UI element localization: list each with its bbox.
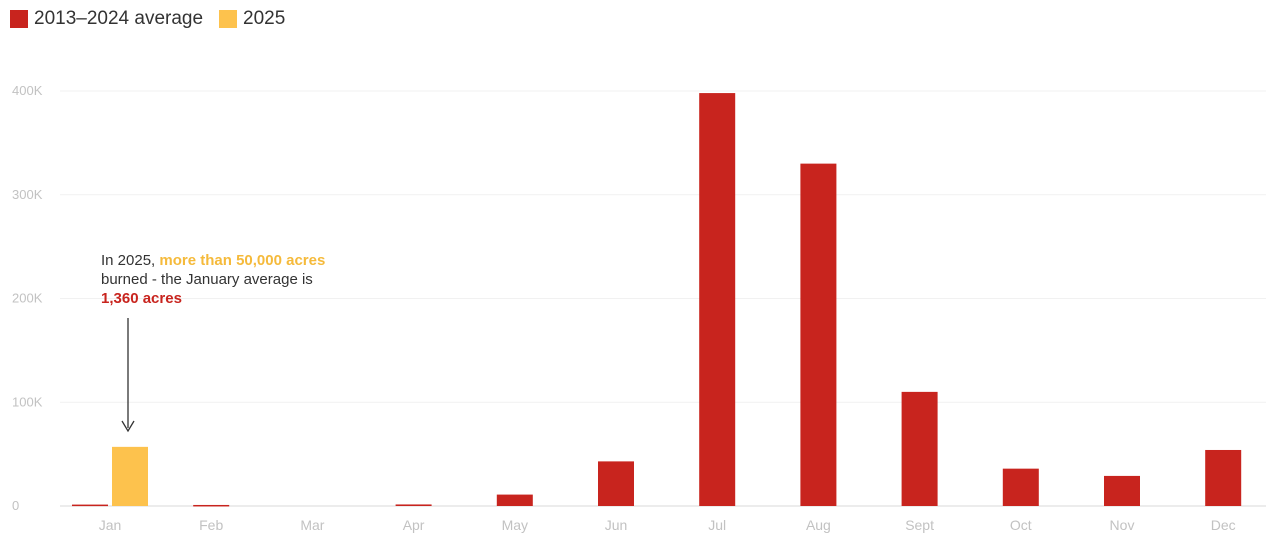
bar-average-dec — [1205, 449, 1242, 506]
bar-average-jan — [72, 504, 108, 507]
y-tick-label: 400K — [12, 83, 43, 98]
annotation-arrow-head — [121, 420, 135, 433]
bar-2025-jan — [112, 446, 148, 506]
x-tick-label: Feb — [199, 517, 223, 533]
x-tick-label: Nov — [1110, 517, 1135, 533]
x-tick-label: Aug — [806, 517, 831, 533]
x-tick-label: Mar — [300, 517, 324, 533]
legend-item-average: 2013–2024 average — [10, 8, 203, 30]
y-tick-label: 300K — [12, 187, 43, 202]
bar-average-jul — [699, 93, 736, 506]
annotation-part1: In 2025, — [101, 252, 160, 269]
legend-label-average: 2013–2024 average — [34, 8, 204, 29]
bar-average-may — [496, 494, 533, 506]
bar-average-sept — [901, 391, 938, 506]
x-tick-label: Jul — [708, 517, 726, 533]
x-tick-label: Dec — [1211, 517, 1236, 533]
legend-label-2025: 2025 — [243, 8, 286, 29]
bar-average-aug — [800, 163, 837, 506]
x-tick-label: Sept — [905, 517, 934, 533]
annotation-text: In 2025, more than 50,000 acres burned -… — [101, 251, 341, 308]
y-tick-label: 200K — [12, 291, 43, 306]
legend: 2013–2024 average 2025 — [10, 8, 285, 30]
x-tick-label: Apr — [403, 517, 425, 533]
annotation-highlight-2025: more than 50,000 acres — [159, 252, 326, 269]
annotation-highlight-average: 1,360 acres — [101, 290, 182, 307]
legend-swatch-2025 — [219, 10, 238, 28]
annotation-part3: burned - the January average is — [101, 271, 313, 288]
x-tick-label: Oct — [1010, 517, 1032, 533]
x-tick-label: Jun — [605, 517, 628, 533]
legend-item-2025: 2025 — [219, 8, 285, 30]
legend-swatch-average — [10, 10, 28, 28]
bar-average-nov — [1104, 475, 1140, 506]
x-tick-label: May — [502, 517, 528, 533]
bar-average-apr — [395, 504, 432, 506]
y-tick-label: 0 — [12, 498, 19, 513]
bar-average-oct — [1002, 468, 1039, 506]
bar-average-jun — [598, 461, 634, 506]
y-tick-label: 100K — [12, 394, 43, 409]
x-tick-label: Jan — [99, 517, 122, 533]
bar-average-feb — [193, 504, 230, 507]
